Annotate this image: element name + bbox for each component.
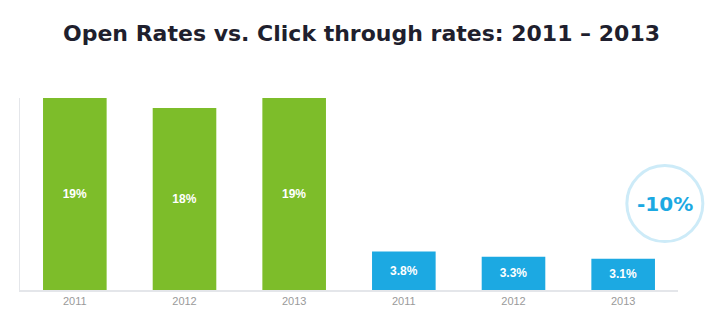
svg-text:19%: 19% [282,187,306,201]
svg-text:3.3%: 3.3% [500,266,528,280]
svg-text:3.8%: 3.8% [390,264,418,278]
svg-text:2011: 2011 [392,295,416,307]
svg-text:2013: 2013 [282,295,306,307]
svg-text:2011: 2011 [63,295,87,307]
svg-text:2012: 2012 [501,295,525,307]
svg-text:2013: 2013 [611,295,635,307]
svg-text:2012: 2012 [172,295,196,307]
svg-text:Open Rates vs. Click through r: Open Rates vs. Click through rates: 2011… [63,21,660,46]
svg-text:18%: 18% [172,192,196,206]
svg-text:-10%: -10% [637,192,693,216]
svg-text:19%: 19% [63,187,87,201]
svg-text:3.1%: 3.1% [609,267,637,281]
